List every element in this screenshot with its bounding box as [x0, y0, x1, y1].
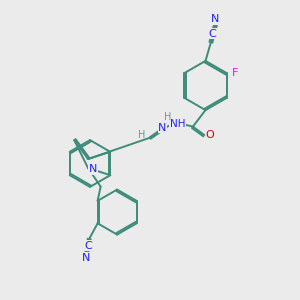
- Text: F: F: [232, 68, 238, 78]
- Text: N: N: [158, 123, 166, 133]
- Text: NH: NH: [169, 119, 185, 129]
- Text: C: C: [209, 29, 217, 39]
- Text: N: N: [89, 164, 97, 175]
- Text: H: H: [138, 130, 145, 140]
- Text: N: N: [82, 253, 90, 262]
- Text: N: N: [211, 14, 220, 25]
- Text: C: C: [84, 241, 92, 250]
- Text: H: H: [164, 112, 171, 122]
- Text: O: O: [205, 130, 214, 140]
